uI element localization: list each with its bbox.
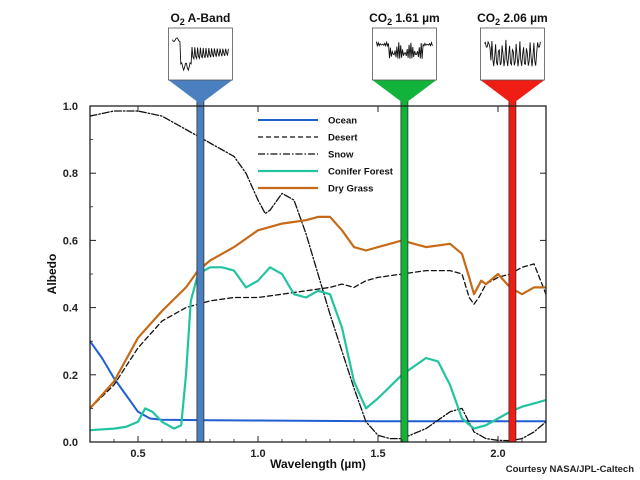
y-tick-label: 0.2 [63,370,78,382]
x-tick-label: 1.5 [370,448,385,460]
band-layer: O2 A-Band CO2 1.61 µm CO2 2.06 µm [167,11,548,443]
x-tick-label: 2.0 [490,448,505,460]
series-layer [90,110,546,442]
y-tick-label: 0.4 [63,303,79,315]
band-label-2: CO2 2.06 µm [477,11,548,27]
band-label-0: O2 A-Band [170,11,230,27]
x-tick-label: 1.0 [250,448,265,460]
spectrum-trace-1 [375,40,433,59]
band-marker-1: CO2 1.61 µm [369,11,440,443]
credit-text: Courtesy NASA/JPL-Caltech [506,464,634,475]
band-bar-1 [400,95,409,443]
series-line-snow [90,110,546,442]
y-tick-label: 1.0 [63,101,78,113]
legend: Ocean Desert Snow Conifer Forest Dry Grass [258,116,394,195]
y-tick-label: 0.8 [63,168,78,180]
series-line-ocean [90,340,546,423]
tick-layer: 0.5 1.0 1.5 2.0 0.0 0.2 0.4 0.6 0.8 1.0 [63,101,547,460]
legend-label-ocean: Ocean [328,116,357,127]
spectrum-thumbnail-0 [167,27,233,81]
series-line-grass [90,215,546,410]
y-tick-label: 0.6 [63,235,78,247]
legend-label-conifer: Conifer Forest [328,167,394,178]
band-triangle-0 [168,80,233,104]
y-axis-title: Albedo [45,254,59,295]
spectrum-trace-2 [484,39,541,67]
x-axis-title: Wavelength (µm) [270,457,366,471]
legend-label-snow: Snow [328,150,354,161]
band-marker-2: CO2 2.06 µm [477,11,548,443]
band-triangle-1 [372,80,437,104]
band-label-1: CO2 1.61 µm [369,11,440,27]
x-tick-label: 0.5 [130,448,145,460]
band-triangle-2 [480,80,545,104]
band-bar-2 [508,95,517,443]
band-bar-0 [196,95,205,443]
legend-label-desert: Desert [328,133,358,144]
legend-label-grass: Dry Grass [328,184,373,195]
y-tick-label: 0.0 [63,437,78,449]
series-line-conifer [90,266,546,432]
spectrum-trace-0 [172,37,229,72]
band-marker-0: O2 A-Band [167,11,233,443]
